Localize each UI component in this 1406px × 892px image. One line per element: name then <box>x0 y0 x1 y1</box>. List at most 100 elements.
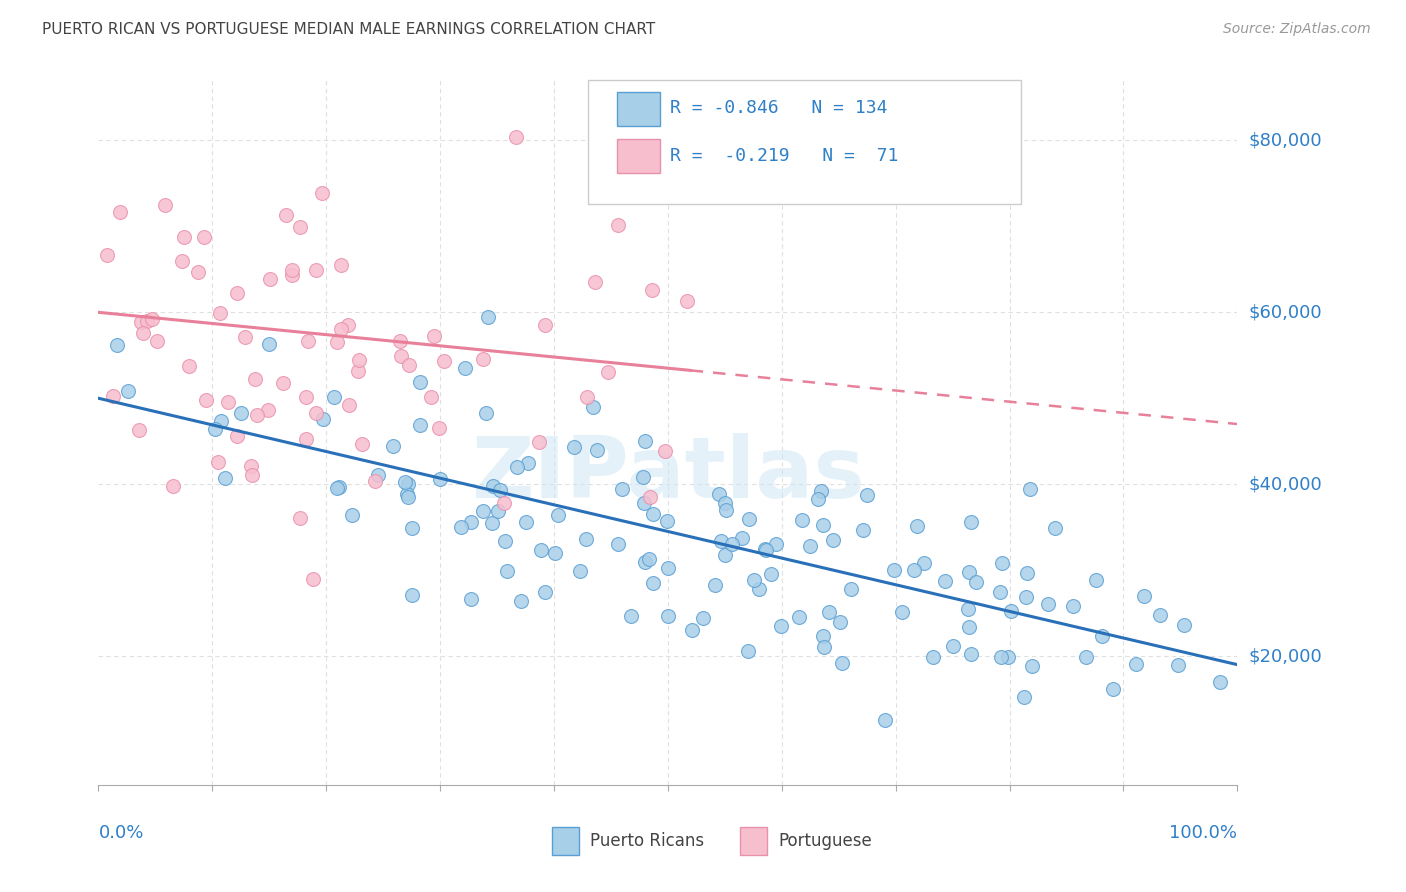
Point <box>259 272 281 286</box>
Point <box>477 310 499 325</box>
Point <box>813 640 835 655</box>
Point <box>364 474 387 488</box>
Point <box>398 358 420 372</box>
Point <box>714 502 737 516</box>
Point <box>177 359 200 374</box>
Point <box>347 364 370 378</box>
Point <box>957 619 980 633</box>
Point <box>643 507 665 521</box>
Point <box>620 609 643 624</box>
Point <box>471 504 494 518</box>
Point <box>450 520 472 534</box>
Point <box>323 390 346 404</box>
Text: PUERTO RICAN VS PORTUGUESE MEDIAN MALE EARNINGS CORRELATION CHART: PUERTO RICAN VS PORTUGUESE MEDIAN MALE E… <box>42 22 655 37</box>
Point <box>290 510 312 524</box>
Point <box>325 481 347 495</box>
Point <box>821 533 844 547</box>
Point <box>173 230 195 244</box>
Point <box>325 335 347 350</box>
Point <box>1101 681 1123 696</box>
Point <box>337 398 360 412</box>
Point <box>475 406 498 420</box>
Point <box>1173 618 1195 632</box>
Point <box>246 408 269 422</box>
Point <box>433 353 456 368</box>
Point <box>494 534 516 549</box>
Point <box>1085 573 1108 587</box>
Point <box>271 376 294 390</box>
Point <box>136 314 159 328</box>
Point <box>569 565 592 579</box>
Point <box>226 429 249 443</box>
Point <box>276 209 298 223</box>
Point <box>495 564 517 578</box>
Point <box>420 391 443 405</box>
Point <box>811 518 834 533</box>
Point <box>214 471 236 485</box>
Point <box>297 334 319 348</box>
Point <box>1167 657 1189 672</box>
Point <box>596 365 619 379</box>
Point <box>714 549 737 563</box>
Point <box>172 254 194 268</box>
Point <box>606 218 628 232</box>
Point <box>226 285 249 300</box>
Point <box>1015 566 1038 581</box>
Point <box>231 406 253 420</box>
Text: 100.0%: 100.0% <box>1170 824 1237 842</box>
Point <box>1209 675 1232 690</box>
Point <box>574 533 596 547</box>
Point <box>187 265 209 279</box>
Point <box>534 585 557 599</box>
Point <box>328 480 350 494</box>
Text: 0.0%: 0.0% <box>98 824 143 842</box>
Point <box>957 565 980 579</box>
Text: R = -0.846   N = 134: R = -0.846 N = 134 <box>671 100 887 118</box>
Point <box>799 539 821 553</box>
Point <box>162 479 184 493</box>
Point <box>257 337 280 351</box>
Point <box>839 582 862 597</box>
Point <box>509 594 531 608</box>
Point <box>634 434 657 448</box>
Point <box>1076 649 1098 664</box>
Point <box>128 423 150 437</box>
Point <box>193 230 215 244</box>
Point <box>489 483 512 497</box>
Point <box>401 521 423 535</box>
Point <box>101 389 124 403</box>
Point <box>754 542 776 557</box>
Point <box>505 129 527 144</box>
Point <box>429 472 451 486</box>
Point <box>883 563 905 577</box>
Point <box>655 514 678 528</box>
Point <box>990 649 1012 664</box>
Point <box>208 306 231 320</box>
Point <box>634 556 657 570</box>
Point <box>209 414 232 428</box>
Point <box>742 573 765 587</box>
Point <box>233 329 256 343</box>
Point <box>312 411 335 425</box>
FancyBboxPatch shape <box>617 92 659 126</box>
Point <box>891 605 914 619</box>
Point <box>337 318 360 333</box>
Point <box>787 609 810 624</box>
FancyBboxPatch shape <box>740 827 766 855</box>
Text: $20,000: $20,000 <box>1249 647 1322 665</box>
Point <box>409 375 432 389</box>
Point <box>302 572 325 586</box>
Point <box>713 495 735 509</box>
Point <box>1149 608 1171 623</box>
Point <box>957 602 980 616</box>
Point <box>460 592 482 607</box>
Point <box>1012 690 1035 705</box>
Point <box>905 519 928 533</box>
Point <box>748 582 770 596</box>
Point <box>141 312 163 326</box>
Point <box>396 491 419 505</box>
Point <box>641 284 664 298</box>
Point <box>761 566 783 581</box>
Point <box>245 372 267 386</box>
Point <box>818 605 841 619</box>
